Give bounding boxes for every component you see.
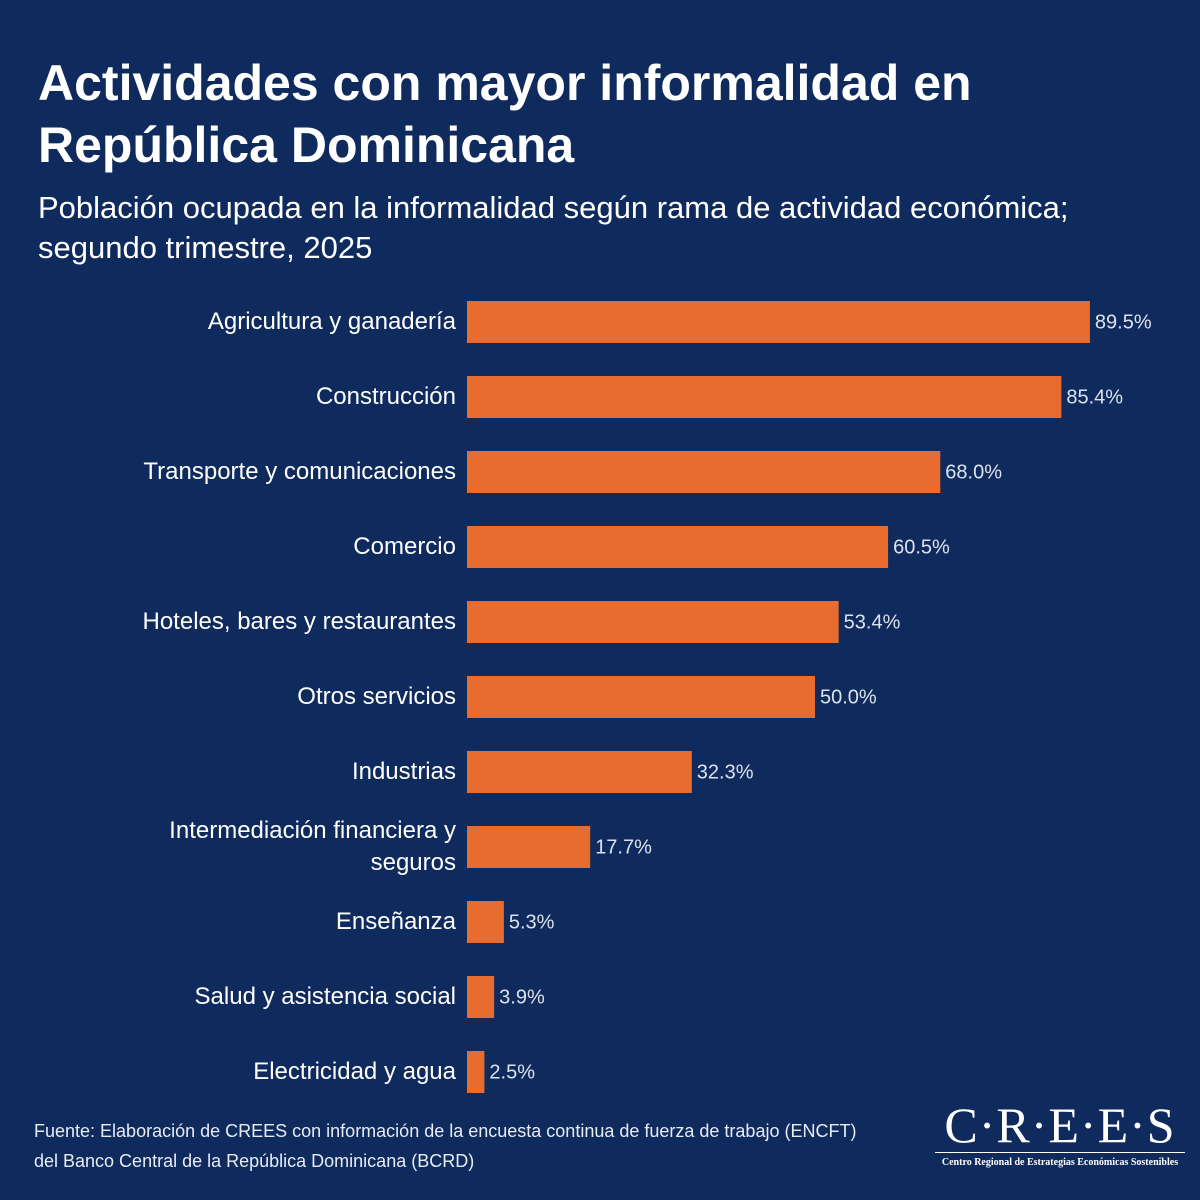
source-note: Fuente: Elaboración de CREES con informa… — [34, 1121, 857, 1171]
bar — [467, 751, 692, 793]
category-label: Salud y asistencia social — [194, 983, 456, 1010]
category-label: Hoteles, bares y restaurantes — [142, 608, 457, 635]
logo-name: C·R·E·E·S — [944, 1097, 1176, 1153]
chart-subtitle: Población ocupada en la informalidad seg… — [38, 190, 1069, 265]
category-label: Otros servicios — [297, 683, 456, 710]
value-label: 5.3% — [509, 911, 555, 933]
logo-rule — [935, 1152, 1185, 1153]
logo-tagline: Centro Regional de Estrategias Económica… — [941, 1157, 1179, 1168]
value-label: 60.5% — [893, 536, 950, 558]
chart: 89.5% 85.4% 68.0% 60.5% 53.4% 50.0% 32.3% 17.7%… — [467, 301, 1152, 1093]
value-label: 32.3% — [697, 761, 754, 783]
bar — [467, 976, 495, 1018]
category-label: Agricultura y ganadería — [207, 308, 456, 335]
value-label: 3.9% — [499, 986, 545, 1008]
category-label: Construcción — [315, 383, 456, 410]
value-label: 85.4% — [1066, 386, 1123, 408]
bar — [467, 826, 591, 868]
category-label: Industrias — [351, 758, 456, 785]
bar — [467, 526, 889, 568]
bar — [467, 601, 839, 643]
bar — [467, 451, 941, 493]
bar — [467, 901, 504, 943]
bar — [467, 676, 815, 718]
bar — [467, 1051, 485, 1093]
bar — [467, 376, 1062, 418]
category-label: Comercio — [353, 533, 456, 560]
value-label: 17.7% — [595, 836, 652, 858]
value-label: 53.4% — [844, 611, 901, 633]
bar — [467, 301, 1090, 343]
category-label: Transporte y comunicaciones — [143, 458, 456, 485]
chart-title: Actividades con mayor informalidad en Re… — [38, 55, 972, 173]
value-label: 50.0% — [820, 686, 877, 708]
value-label: 89.5% — [1095, 311, 1152, 333]
category-label: Enseñanza — [335, 908, 456, 935]
category-label: Electricidad y agua — [253, 1058, 456, 1085]
value-label: 2.5% — [489, 1061, 535, 1083]
value-label: 68.0% — [945, 461, 1002, 483]
category-label: Intermediación financiera y seguros — [169, 817, 456, 876]
